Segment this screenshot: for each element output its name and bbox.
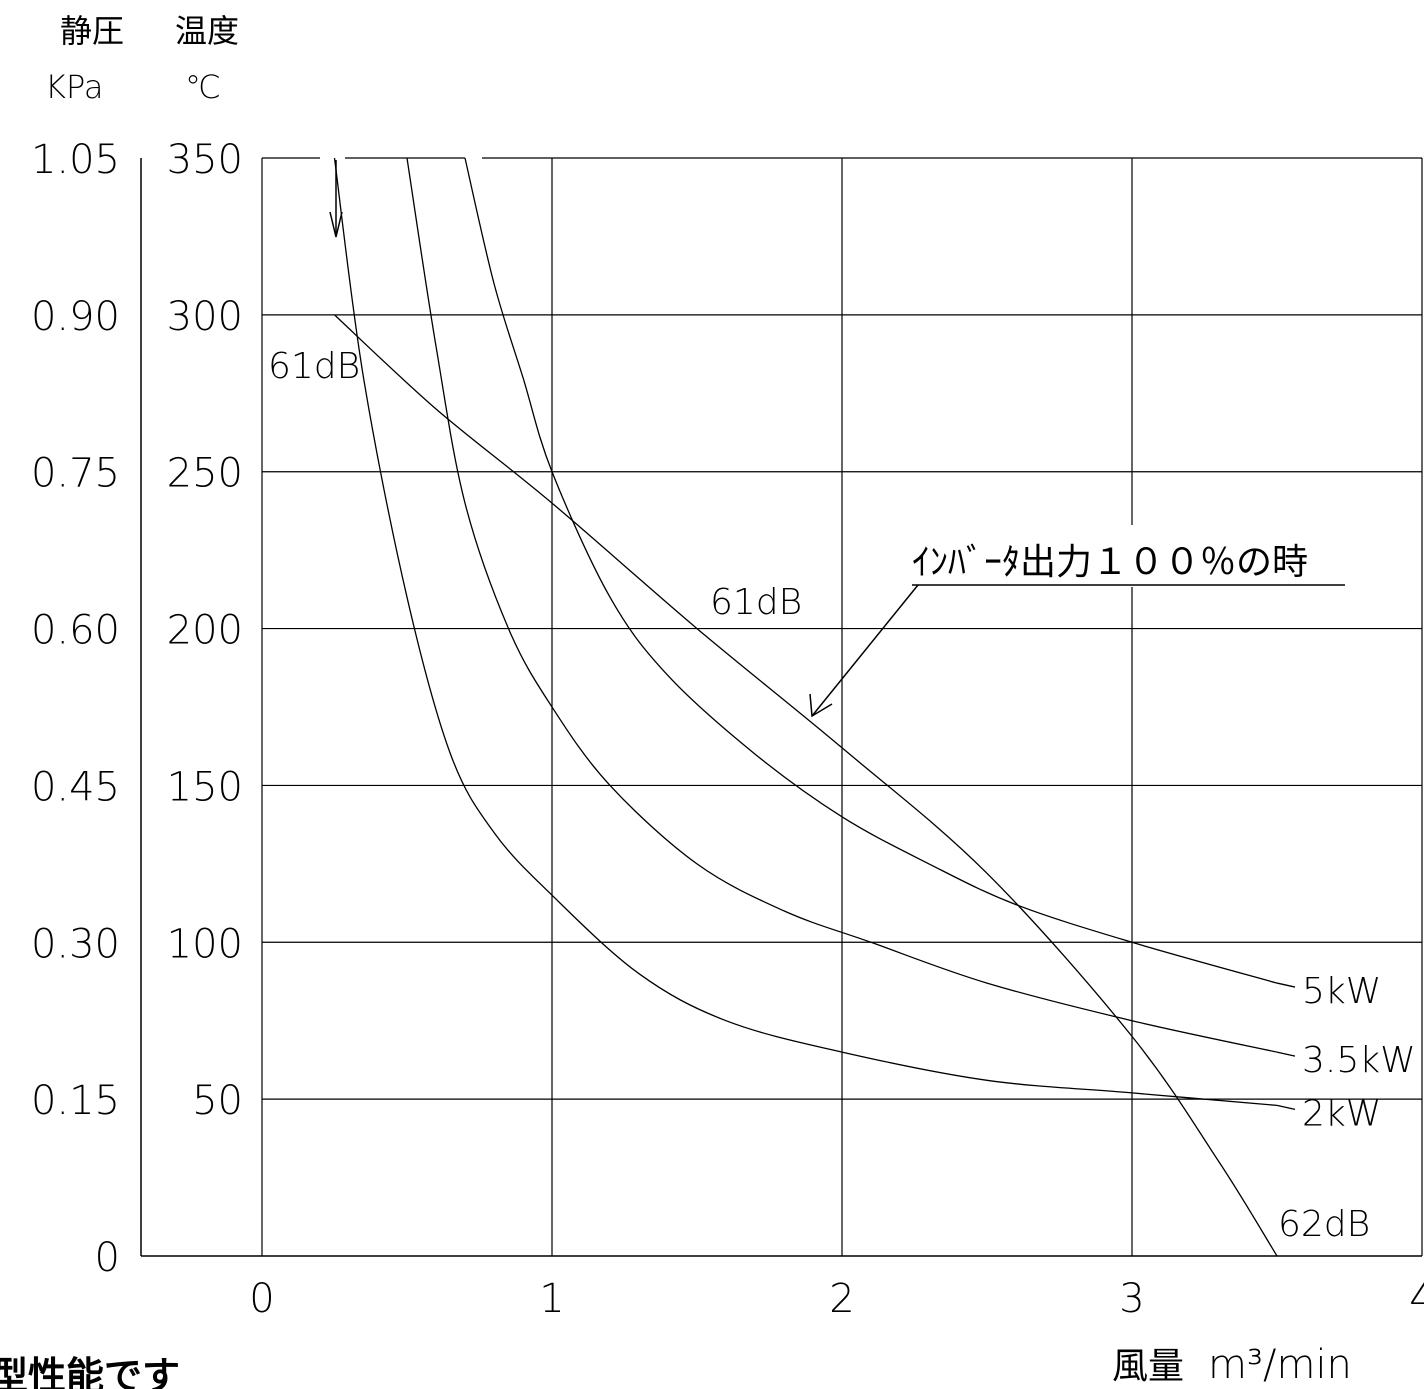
x-tick-label: 4 — [1409, 1276, 1424, 1322]
series-label-2: 5kW — [1302, 971, 1381, 1012]
pressure-tick-label: 0.90 — [31, 294, 120, 340]
x-tick-label: 1 — [539, 1276, 564, 1322]
x-axis-label: 風量 — [1112, 1346, 1184, 1387]
series-line-2 — [464, 157, 1278, 984]
series-line-0 — [333, 157, 1278, 1107]
pressure-tick-label: 1.05 — [31, 137, 120, 183]
x-tick-label: 2 — [829, 1276, 854, 1322]
series-leader-0 — [1276, 1104, 1296, 1111]
pressure-tick-label: 0.15 — [31, 1078, 120, 1124]
temperature-tick-label: 150 — [167, 764, 243, 810]
pressure-tick-label: 0.60 — [31, 608, 120, 654]
inverter-annotation: ｲﾝﾊﾞｰﾀ出力１００％の時 — [912, 542, 1308, 583]
series-line-1 — [406, 157, 1278, 1053]
temperature-tick-label: 100 — [167, 921, 243, 967]
temperature-tick-label: 50 — [192, 1078, 243, 1124]
x-axis-unit: m³/min — [1208, 1342, 1352, 1388]
top-marker-arrowhead — [329, 211, 343, 238]
x-tick-label: 0 — [249, 1276, 274, 1322]
annotation-arrowhead — [809, 693, 833, 718]
pressure-tick-label: 0 — [95, 1235, 120, 1281]
pressure-header: 静圧 — [60, 12, 124, 50]
pressure-tick-label: 0.45 — [31, 764, 120, 810]
series-lines — [333, 157, 1296, 1111]
grid — [261, 157, 1423, 1256]
limit-label-bottom: 62dB — [1278, 1204, 1370, 1245]
series-leader-2 — [1276, 982, 1296, 988]
temperature-tick-label: 200 — [167, 608, 243, 654]
temperature-tick-label: 300 — [167, 294, 243, 340]
pressure-tick-label: 0.75 — [31, 451, 120, 497]
series-labels: 2kW 3.5kW 5kW — [1302, 971, 1416, 1134]
x-tick-labels: 0 1 2 3 4 — [249, 1276, 1424, 1322]
annotation-leader — [811, 584, 919, 717]
pressure-unit: KPa — [45, 68, 103, 106]
noise-limit-curve — [334, 314, 1278, 1257]
series-label-1: 3.5kW — [1302, 1040, 1416, 1081]
x-tick-label: 3 — [1119, 1276, 1144, 1322]
axes — [140, 158, 1422, 1257]
footnote-text: 型性能です — [0, 1354, 180, 1389]
temperature-header: 温度 — [175, 12, 239, 50]
temperature-tick-label: 250 — [167, 451, 243, 497]
temperature-tick-label: 350 — [167, 137, 243, 183]
noise-limit-line — [334, 314, 1278, 1257]
temperature-unit: ℃ — [185, 68, 221, 106]
pressure-tick-label: 0.30 — [31, 921, 120, 967]
y-tick-labels: 0 0.15 0.30 0.45 0.60 0.75 0.90 1.05 50 100 150 200… — [31, 137, 243, 1281]
limit-label-middle: 61dB — [710, 582, 802, 623]
series-label-0: 2kW — [1302, 1093, 1381, 1134]
limit-label-top: 61dB — [268, 346, 360, 387]
series-leader-1 — [1276, 1051, 1296, 1057]
